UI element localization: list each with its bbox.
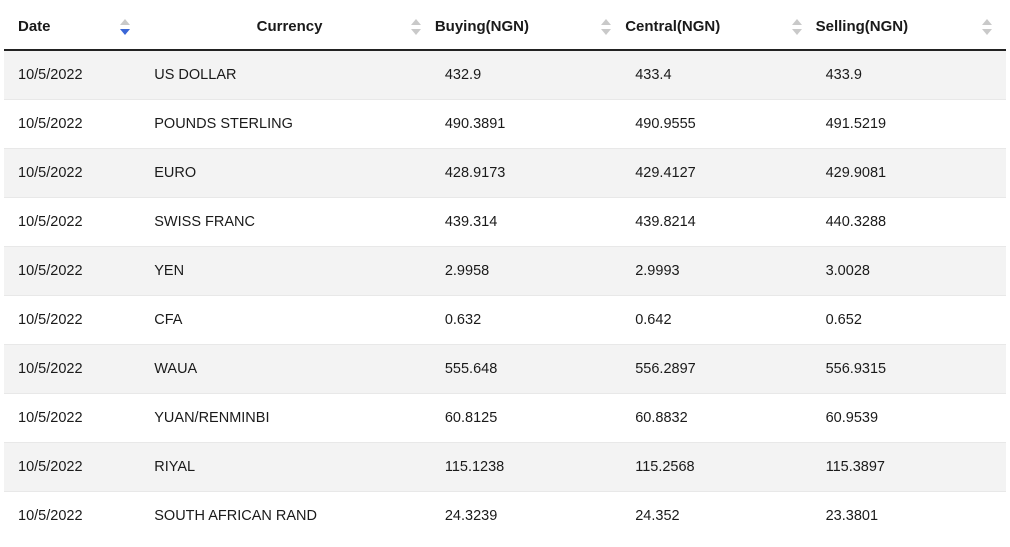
cell-date: 10/5/2022	[4, 443, 144, 492]
cell-currency: EURO	[144, 149, 435, 198]
cell-central: 24.352	[625, 492, 815, 541]
table-row: 10/5/2022CFA0.6320.6420.652	[4, 296, 1006, 345]
cell-currency: YEN	[144, 247, 435, 296]
cell-central: 115.2568	[625, 443, 815, 492]
cell-date: 10/5/2022	[4, 345, 144, 394]
cell-buying: 60.8125	[435, 394, 625, 443]
cell-date: 10/5/2022	[4, 149, 144, 198]
table-row: 10/5/2022YEN2.99582.99933.0028	[4, 247, 1006, 296]
column-header-central[interactable]: Central(NGN)	[625, 4, 815, 50]
table-row: 10/5/2022SWISS FRANC439.314439.8214440.3…	[4, 198, 1006, 247]
cell-currency: SOUTH AFRICAN RAND	[144, 492, 435, 541]
table-body: 10/5/2022US DOLLAR432.9433.4433.910/5/20…	[4, 50, 1006, 540]
cell-buying: 555.648	[435, 345, 625, 394]
sort-icon[interactable]	[120, 19, 130, 35]
sort-icon[interactable]	[601, 19, 611, 35]
cell-buying: 490.3891	[435, 100, 625, 149]
cell-selling: 440.3288	[816, 198, 1006, 247]
table-row: 10/5/2022YUAN/RENMINBI60.812560.883260.9…	[4, 394, 1006, 443]
table-row: 10/5/2022POUNDS STERLING490.3891490.9555…	[4, 100, 1006, 149]
table-row: 10/5/2022RIYAL115.1238115.2568115.3897	[4, 443, 1006, 492]
cell-date: 10/5/2022	[4, 394, 144, 443]
cell-selling: 3.0028	[816, 247, 1006, 296]
cell-date: 10/5/2022	[4, 247, 144, 296]
cell-buying: 2.9958	[435, 247, 625, 296]
cell-selling: 115.3897	[816, 443, 1006, 492]
table-header-row: Date Currency Buying(NGN) Central(NGN)	[4, 4, 1006, 50]
table-row: 10/5/2022SOUTH AFRICAN RAND24.323924.352…	[4, 492, 1006, 541]
cell-selling: 23.3801	[816, 492, 1006, 541]
cell-selling: 0.652	[816, 296, 1006, 345]
cell-selling: 491.5219	[816, 100, 1006, 149]
table-row: 10/5/2022WAUA555.648556.2897556.9315	[4, 345, 1006, 394]
sort-icon[interactable]	[792, 19, 802, 35]
table-row: 10/5/2022US DOLLAR432.9433.4433.9	[4, 50, 1006, 100]
column-header-date[interactable]: Date	[4, 4, 144, 50]
sort-icon[interactable]	[982, 19, 992, 35]
column-header-selling[interactable]: Selling(NGN)	[816, 4, 1006, 50]
cell-date: 10/5/2022	[4, 50, 144, 100]
column-header-currency[interactable]: Currency	[144, 4, 435, 50]
cell-currency: US DOLLAR	[144, 50, 435, 100]
cell-selling: 60.9539	[816, 394, 1006, 443]
sort-icon[interactable]	[411, 19, 421, 35]
column-header-label: Central(NGN)	[625, 18, 720, 35]
cell-currency: YUAN/RENMINBI	[144, 394, 435, 443]
cell-buying: 439.314	[435, 198, 625, 247]
cell-buying: 115.1238	[435, 443, 625, 492]
column-header-label: Buying(NGN)	[435, 18, 529, 35]
cell-central: 433.4	[625, 50, 815, 100]
cell-date: 10/5/2022	[4, 492, 144, 541]
cell-currency: POUNDS STERLING	[144, 100, 435, 149]
cell-currency: SWISS FRANC	[144, 198, 435, 247]
cell-central: 2.9993	[625, 247, 815, 296]
cell-central: 490.9555	[625, 100, 815, 149]
cell-currency: CFA	[144, 296, 435, 345]
cell-buying: 432.9	[435, 50, 625, 100]
cell-central: 439.8214	[625, 198, 815, 247]
cell-selling: 433.9	[816, 50, 1006, 100]
column-header-label: Selling(NGN)	[816, 18, 909, 35]
cell-buying: 24.3239	[435, 492, 625, 541]
cell-date: 10/5/2022	[4, 296, 144, 345]
cell-date: 10/5/2022	[4, 198, 144, 247]
cell-selling: 556.9315	[816, 345, 1006, 394]
cell-buying: 428.9173	[435, 149, 625, 198]
cell-central: 0.642	[625, 296, 815, 345]
exchange-rate-table: Date Currency Buying(NGN) Central(NGN)	[4, 4, 1006, 540]
table-row: 10/5/2022EURO428.9173429.4127429.9081	[4, 149, 1006, 198]
cell-date: 10/5/2022	[4, 100, 144, 149]
cell-currency: RIYAL	[144, 443, 435, 492]
cell-central: 429.4127	[625, 149, 815, 198]
cell-selling: 429.9081	[816, 149, 1006, 198]
column-header-label: Date	[18, 18, 51, 35]
column-header-buying[interactable]: Buying(NGN)	[435, 4, 625, 50]
cell-currency: WAUA	[144, 345, 435, 394]
cell-central: 60.8832	[625, 394, 815, 443]
cell-central: 556.2897	[625, 345, 815, 394]
cell-buying: 0.632	[435, 296, 625, 345]
column-header-label: Currency	[257, 18, 323, 35]
